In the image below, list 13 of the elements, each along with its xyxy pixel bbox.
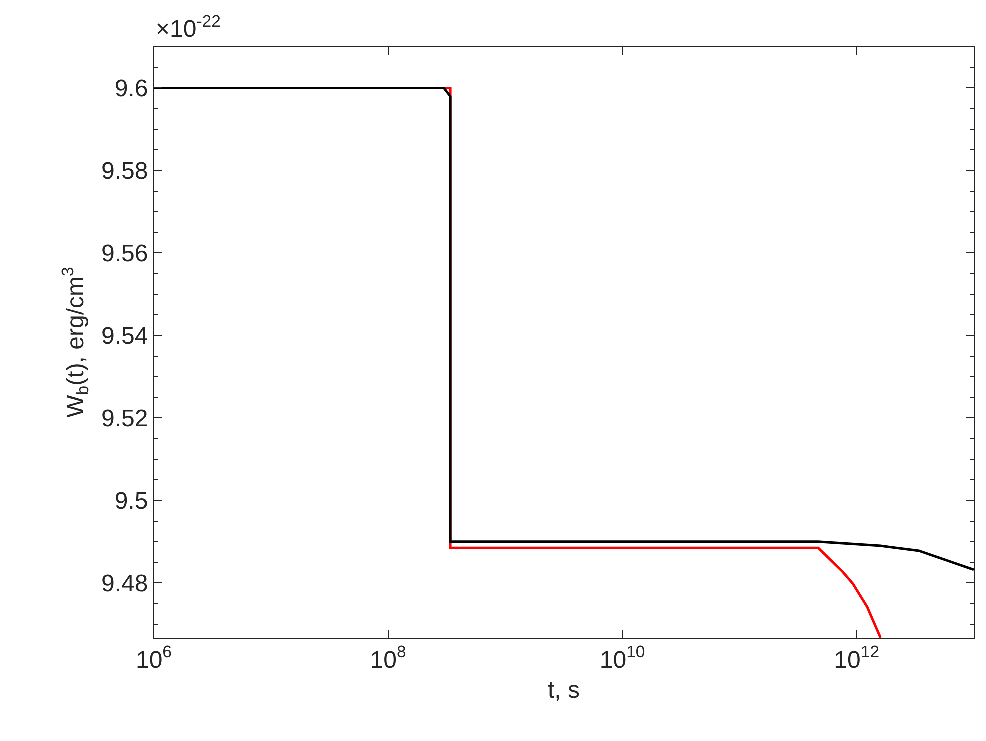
y-tick-label: 9.5	[114, 488, 148, 516]
y-tick-label: 9.6	[114, 76, 148, 103]
text: ×10$^{-22}$	[156, 12, 221, 44]
x-tick-label: 10$^{6}$	[136, 642, 172, 674]
y-tick-label: 9.56	[101, 240, 148, 268]
y-tick-label: 9.54	[101, 323, 148, 350]
x-axis-title: t, s	[548, 677, 580, 704]
x-tick-label: 10$^{10}$	[600, 642, 646, 674]
x-tick-label: 10$^{12}$	[834, 642, 880, 674]
y-tick-label: 9.48	[101, 570, 148, 598]
y-tick-label: 9.58	[101, 158, 148, 186]
y-tick-label: 9.52	[101, 406, 148, 433]
x-tick-label: 10$^{8}$	[370, 642, 406, 674]
